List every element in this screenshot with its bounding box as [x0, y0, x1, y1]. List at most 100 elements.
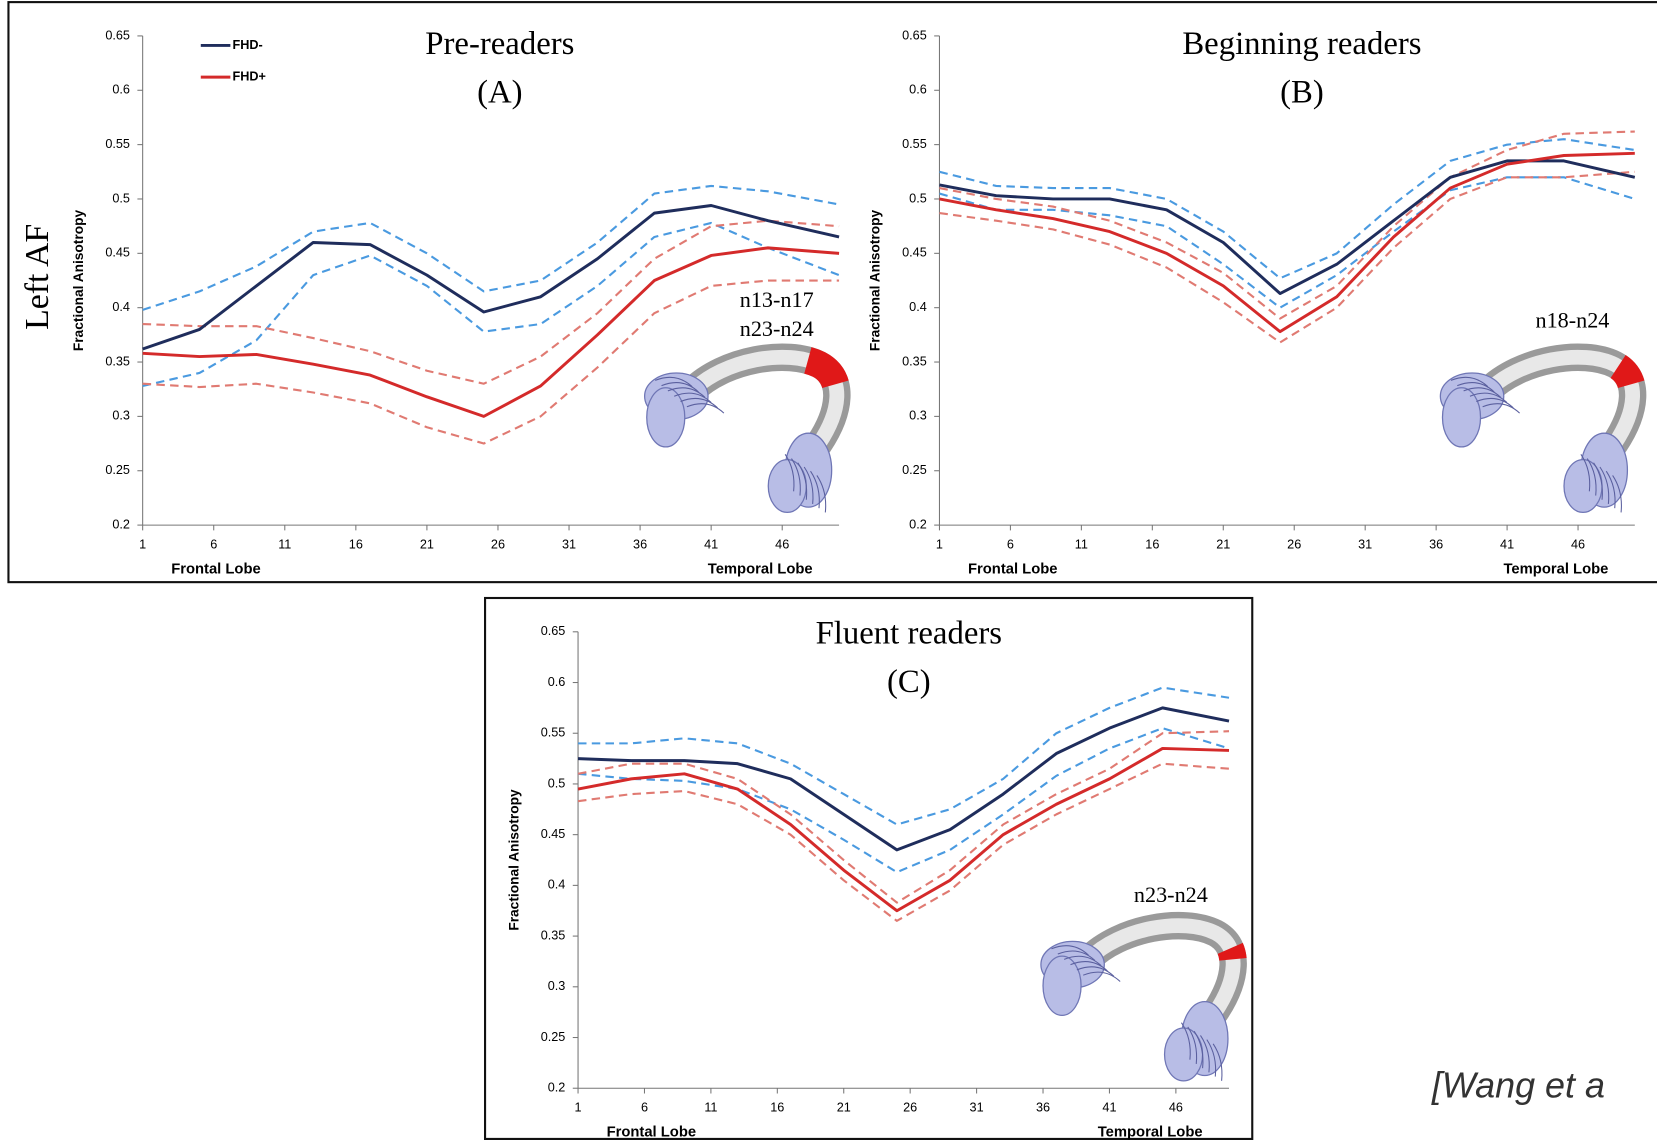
- annotation: n23-n24: [740, 316, 814, 341]
- fiber-strand: [1612, 475, 1622, 513]
- x-tick-label: 1: [575, 1101, 582, 1115]
- fiber-strand: [784, 454, 795, 492]
- fiber-strand: [1063, 955, 1102, 967]
- ci-line: [939, 170, 1635, 344]
- y-tick-label: 0.6: [909, 83, 927, 97]
- mean-line: [939, 151, 1635, 334]
- mean-line: [142, 204, 840, 351]
- ci-line: [142, 221, 840, 387]
- fiber-strand: [1457, 382, 1495, 393]
- x-tick-label: 31: [970, 1101, 984, 1115]
- x-tick-label: 31: [562, 538, 576, 552]
- y-tick-label: 0.4: [909, 300, 927, 314]
- tract-fibers: [1042, 955, 1082, 1016]
- tract-illustration: [643, 343, 851, 514]
- x-tick-label: 21: [420, 538, 434, 552]
- fiber-strand: [1206, 1039, 1217, 1077]
- fiber-strand: [1187, 1026, 1198, 1064]
- fiber-strand: [797, 462, 808, 500]
- fiber-strand: [1586, 458, 1597, 496]
- y-tick-label: 0.25: [541, 1030, 566, 1044]
- row-label: Left AF: [19, 224, 56, 330]
- x-tick-label: 11: [704, 1101, 717, 1115]
- tract-illustration: [1439, 343, 1647, 514]
- y-tick-label: 0.65: [902, 28, 927, 42]
- fiber-strand: [1082, 971, 1121, 982]
- fiber-strand: [1051, 945, 1089, 956]
- ci-line: [939, 130, 1635, 320]
- fiber-strand: [810, 470, 820, 509]
- x-tick-label: 6: [210, 538, 217, 552]
- ci-line: [577, 730, 1230, 904]
- x-tick-label: 41: [1500, 538, 1514, 552]
- x-tick-label: 41: [704, 538, 718, 552]
- legend-label: FHD-: [232, 38, 262, 52]
- tract-fibers: [646, 387, 686, 448]
- tract-tube-highlight: [1480, 349, 1640, 452]
- panel-frame-ab: [7, 1, 1657, 584]
- y-tick-label: 0.2: [548, 1081, 566, 1095]
- fiber-strand: [791, 458, 801, 496]
- fiber-strand: [1476, 397, 1514, 409]
- x-tick-label: 16: [1145, 538, 1159, 552]
- y-tick-label: 0.25: [902, 463, 927, 477]
- fiber-strand: [686, 403, 725, 414]
- x-start-label: Frontal Lobe: [607, 1125, 697, 1140]
- x-tick-label: 21: [837, 1101, 851, 1115]
- y-tick-label: 0.3: [909, 409, 927, 423]
- ci-line: [142, 219, 840, 385]
- legend-label: FHD+: [232, 69, 265, 83]
- panel-frame-c: [483, 596, 1254, 1140]
- y-tick-label: 0.35: [902, 354, 927, 368]
- fiber-strand: [1193, 1030, 1204, 1069]
- ci-line: [142, 184, 840, 311]
- x-end-label: Temporal Lobe: [1098, 1125, 1203, 1140]
- mean-line: [577, 706, 1230, 852]
- fiber-strand: [680, 397, 718, 409]
- fiber-strand: [1605, 470, 1616, 509]
- x-tick-label: 6: [1007, 538, 1014, 552]
- fiber-strand: [1469, 392, 1508, 403]
- tract-fibers: [1441, 387, 1482, 448]
- chart-title: Beginning readers: [1182, 26, 1421, 62]
- ci-line: [577, 727, 1230, 874]
- annotation: n18-n24: [1536, 307, 1610, 332]
- ci-line: [578, 686, 1230, 826]
- chart-subtitle: (A): [477, 75, 522, 111]
- tract-segment: [682, 343, 851, 452]
- x-start-label: Frontal Lobe: [171, 561, 261, 577]
- y-tick-label: 0.3: [548, 979, 566, 993]
- y-tick-label: 0.65: [541, 624, 566, 638]
- y-tick-label: 0.3: [112, 409, 130, 423]
- y-tick-label: 0.4: [548, 878, 566, 892]
- ci-line: [577, 762, 1230, 922]
- y-tick-label: 0.6: [112, 83, 130, 97]
- x-tick-label: 46: [775, 538, 789, 552]
- y-axis-label: Fractional Anisotropy: [868, 210, 883, 352]
- mean-line: [577, 746, 1230, 913]
- y-tick-label: 0.55: [105, 137, 130, 151]
- x-tick-label: 16: [770, 1101, 784, 1115]
- fiber-strand: [1580, 454, 1591, 492]
- chart-title: Pre-readers: [425, 26, 574, 62]
- x-tick-label: 26: [903, 1101, 917, 1115]
- fiber-strand: [661, 382, 699, 393]
- tract-tube-highlight: [1081, 918, 1241, 1020]
- y-tick-label: 0.55: [541, 726, 566, 740]
- ci-line: [939, 138, 1635, 280]
- fiber-strand: [1057, 950, 1096, 961]
- x-tick-label: 11: [278, 538, 291, 552]
- tract-illustration: [1040, 911, 1247, 1082]
- x-tick-label: 41: [1102, 1101, 1116, 1115]
- chart-title: Fluent readers: [816, 616, 1002, 652]
- x-tick-label: 1: [139, 538, 146, 552]
- x-tick-label: 26: [1287, 538, 1301, 552]
- y-tick-label: 0.45: [541, 827, 566, 841]
- ci-line: [939, 176, 1636, 309]
- fiber-strand: [674, 392, 712, 403]
- x-tick-label: 11: [1075, 538, 1088, 552]
- fiber-strand: [667, 387, 706, 398]
- x-tick-label: 46: [1169, 1101, 1183, 1115]
